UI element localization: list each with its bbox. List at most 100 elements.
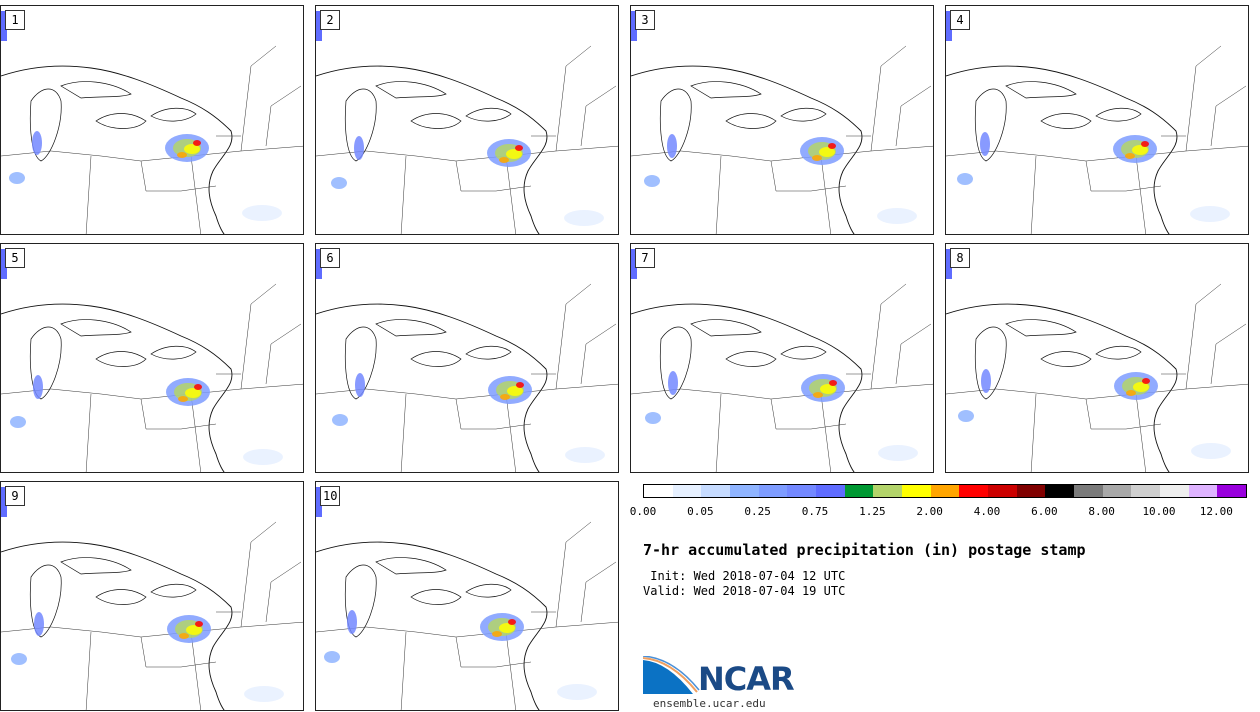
precip-area <box>645 412 661 424</box>
precip-area <box>957 173 973 185</box>
precip-map <box>631 11 933 234</box>
state-borders <box>631 45 933 234</box>
precip-area <box>354 136 364 160</box>
state-borders <box>316 283 618 472</box>
member-number-label: 5 <box>5 248 25 268</box>
coastline <box>946 303 1178 472</box>
member-number-label: 6 <box>320 248 340 268</box>
precip-area <box>667 134 677 158</box>
colorbar-swatch <box>844 485 874 497</box>
precip-area <box>506 149 522 159</box>
member-number-label: 9 <box>5 486 25 506</box>
precip-area <box>500 394 510 400</box>
precip-area <box>812 155 822 161</box>
state-borders <box>316 521 618 710</box>
member-number-label: 4 <box>950 10 970 30</box>
precip-area <box>32 131 42 155</box>
precip-area <box>11 653 27 665</box>
precip-area <box>194 384 202 390</box>
precip-map <box>1 11 303 234</box>
coastline <box>631 303 863 472</box>
state-borders <box>1 283 303 472</box>
precip-area <box>515 145 523 151</box>
colorbar-swatch <box>1188 485 1218 497</box>
precip-area <box>178 396 188 402</box>
precip-area <box>34 612 44 636</box>
precip-area <box>499 623 515 633</box>
member-number-label: 1 <box>5 10 25 30</box>
member-number-label: 10 <box>320 486 341 506</box>
colorbar-swatch <box>644 485 674 497</box>
lake-outlines <box>29 81 197 162</box>
lake-outlines <box>344 319 512 400</box>
precip-area <box>179 633 189 639</box>
precip-area <box>1126 390 1136 396</box>
colorbar-swatch <box>1074 485 1104 497</box>
precip-area <box>185 388 201 398</box>
coastline <box>1 541 233 710</box>
coastline <box>631 65 863 234</box>
colorbar-swatch <box>1131 485 1161 497</box>
colorbar-ticks: 0.00 0.05 0.25 0.75 1.25 2.00 4.00 6.00 8.00 10.0… <box>630 505 1247 521</box>
precip-map <box>1 487 303 710</box>
colorbar-swatch <box>1045 485 1075 497</box>
precip-area <box>828 143 836 149</box>
precip-area <box>564 210 604 226</box>
colorbar-tick-label: 1.25 <box>859 505 886 518</box>
precip-area <box>981 369 991 393</box>
colorbar-swatch <box>959 485 989 497</box>
state-borders <box>631 283 933 472</box>
precip-map <box>316 249 618 472</box>
ensemble-member-panel: 6 <box>315 243 619 473</box>
precip-area <box>492 631 502 637</box>
ensemble-member-panel: 7 <box>630 243 934 473</box>
colorbar-tick-label: 0.25 <box>744 505 771 518</box>
precip-area <box>1132 145 1148 155</box>
lake-outlines <box>29 557 197 638</box>
colorbar-tick-label: 0.75 <box>801 505 829 518</box>
ensemble-member-panel: 5 <box>0 243 304 473</box>
precip-area <box>565 447 605 463</box>
member-number-label: 8 <box>950 248 970 268</box>
precip-area <box>508 619 516 625</box>
precip-area <box>1125 153 1135 159</box>
colorbar-swatch <box>873 485 903 497</box>
precip-area <box>242 205 282 221</box>
precip-area <box>1 249 7 279</box>
precip-area <box>980 132 990 156</box>
colorbar-tick-label: 0.05 <box>687 505 714 518</box>
colorbar-swatch <box>816 485 846 497</box>
precip-area <box>355 373 365 397</box>
precip-map <box>631 249 933 472</box>
precip-area <box>644 175 660 187</box>
precip-area <box>33 375 43 399</box>
precip-area <box>877 208 917 224</box>
colorbar-swatch <box>1016 485 1046 497</box>
precip-area <box>631 11 637 41</box>
colorbar-swatch <box>672 485 702 497</box>
precip-area <box>331 177 347 189</box>
lake-outlines <box>659 81 827 162</box>
ensemble-member-panel: 1 <box>0 5 304 235</box>
precip-area <box>878 445 918 461</box>
colorbar-swatch <box>1102 485 1132 497</box>
coastline <box>316 65 548 234</box>
colorbar-swatch <box>730 485 760 497</box>
precip-area <box>1142 378 1150 384</box>
colorbar-swatch <box>701 485 731 497</box>
lake-outlines <box>344 81 512 162</box>
precip-area <box>507 386 523 396</box>
ensemble-member-panel: 8 <box>945 243 1249 473</box>
lake-outlines <box>974 81 1142 162</box>
state-borders <box>316 45 618 234</box>
coastline <box>1 65 233 234</box>
ensemble-member-panel: 2 <box>315 5 619 235</box>
colorbar-swatch <box>988 485 1018 497</box>
member-number-label: 7 <box>635 248 655 268</box>
precip-map <box>946 249 1248 472</box>
colorbar-tick-label: 8.00 <box>1088 505 1115 518</box>
coastline <box>316 541 548 710</box>
precip-area <box>347 610 357 634</box>
state-borders <box>1 521 303 710</box>
colorbar <box>643 484 1247 498</box>
